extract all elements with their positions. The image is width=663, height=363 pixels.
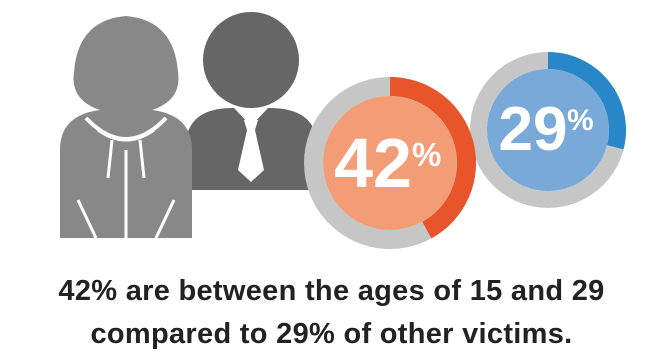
- ring-progress-arc: [547, 52, 626, 150]
- caption-line-2: compared to 29% of other victims.: [90, 318, 573, 350]
- ring-number-label: 42: [334, 124, 412, 202]
- ring-unit-label: %: [567, 104, 594, 137]
- ring-progress-arc: [389, 77, 476, 239]
- ring-center-fill: [323, 96, 457, 230]
- hooded-person-icon: [60, 16, 192, 239]
- hooded-person-head: [78, 20, 174, 116]
- businessman-head: [203, 12, 299, 108]
- ring-unit-label: %: [412, 136, 441, 173]
- drawstring-left: [106, 139, 114, 179]
- ring-center-fill: [487, 69, 609, 191]
- pocket-line-right: [154, 199, 176, 239]
- businessman-icon: [185, 12, 318, 190]
- percentage-ring-29: 29 %: [470, 52, 626, 208]
- ring-number-label: 29: [499, 95, 568, 164]
- tie-icon: [238, 120, 264, 182]
- caption-line-1: 42% are between the ages of 15 and 29: [58, 275, 605, 307]
- percentage-ring-42: 42 %: [304, 77, 476, 249]
- businessman-collar: [234, 108, 268, 126]
- drawstring-right: [138, 139, 146, 179]
- pocket-line-left: [76, 199, 98, 239]
- hood-inner-line: [97, 128, 155, 142]
